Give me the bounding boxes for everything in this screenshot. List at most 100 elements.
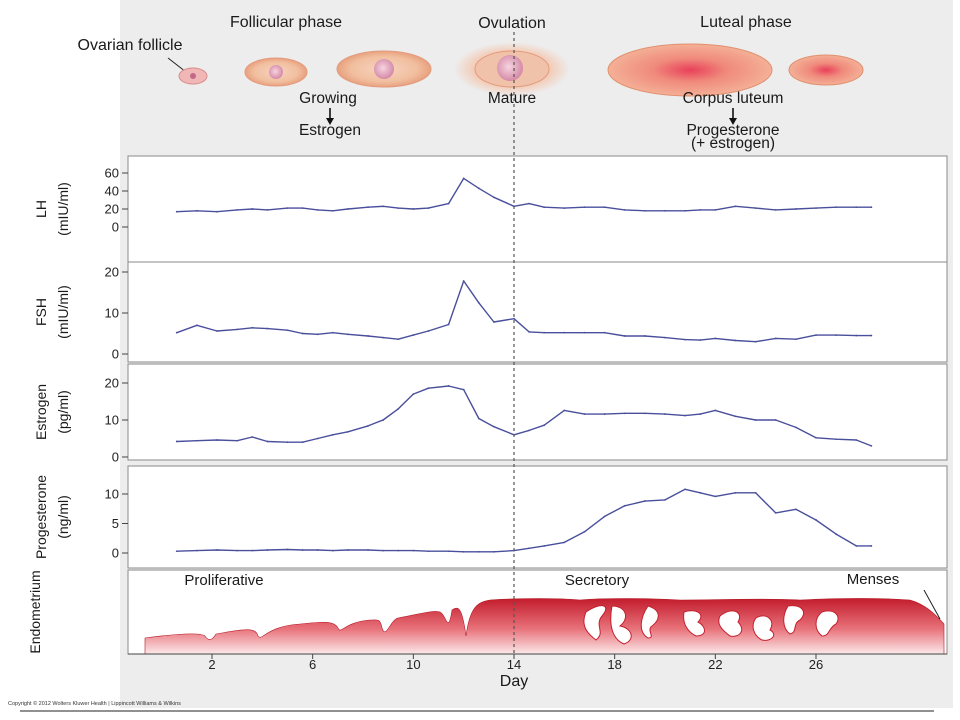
endometrium-axis-label: Endometrium [27, 570, 43, 653]
y-tick-label: 0 [112, 347, 119, 362]
y-tick-label: 5 [112, 516, 119, 531]
data-point [563, 409, 566, 412]
data-point [754, 207, 757, 210]
data-point [714, 337, 717, 340]
x-axis-title: Day [500, 673, 528, 690]
x-tick-label: 14 [507, 657, 521, 672]
hormone-charts: 0 20 40 60 LH (mIU/ml) 0 10 20 FSH (mIU/ml) 0 10 20 Es… [33, 155, 948, 569]
data-point [870, 445, 873, 447]
data-point [794, 508, 797, 511]
data-point [734, 415, 737, 418]
data-point [462, 388, 465, 391]
data-point [286, 441, 289, 444]
data-point [603, 206, 606, 209]
y-axis-unit: (mIU/ml) [55, 285, 71, 339]
data-point [427, 207, 430, 210]
data-point [196, 324, 198, 327]
data-point [528, 330, 530, 333]
data-point [367, 425, 369, 427]
follicular-phase-label: Follicular phase [230, 14, 342, 31]
menses-pointer-line [923, 589, 941, 620]
data-point [699, 491, 702, 494]
data-point [492, 550, 495, 553]
data-point [855, 206, 858, 209]
mature-label: Mature [488, 90, 536, 107]
data-point [216, 549, 218, 551]
data-point [266, 209, 269, 211]
data-point [447, 550, 450, 553]
data-point [774, 209, 777, 211]
data-point [301, 332, 304, 335]
data-point [699, 413, 702, 415]
y-axis-title: LH [33, 200, 49, 218]
data-point [815, 334, 817, 337]
data-point [216, 439, 218, 441]
y-tick-label: 10 [105, 487, 119, 502]
y-axis-unit: (pg/ml) [55, 390, 71, 434]
data-point [382, 549, 385, 552]
data-point [714, 409, 717, 412]
mature-follicle-icon [454, 42, 570, 96]
data-point [543, 206, 546, 209]
y-tick-label: 0 [112, 450, 119, 465]
data-point [815, 207, 817, 210]
y-tick-label: 20 [105, 376, 119, 391]
chart-frame [127, 465, 948, 569]
x-tick-label: 2 [208, 657, 215, 672]
data-point [175, 440, 178, 443]
data-point [754, 491, 757, 494]
data-point [699, 339, 702, 341]
data-point [774, 419, 777, 421]
data-point [815, 436, 817, 439]
data-point [774, 337, 777, 340]
luteal-phase-label: Luteal phase [700, 14, 792, 31]
data-point [664, 336, 666, 339]
data-point [347, 430, 349, 433]
data-point [316, 437, 319, 440]
data-point [236, 209, 239, 211]
data-point [623, 209, 626, 211]
series-line-lh [176, 177, 872, 213]
data-point [699, 209, 702, 211]
menses-label: Menses [847, 571, 900, 588]
data-point [477, 187, 480, 190]
growing-follicle-icon [244, 57, 308, 87]
data-point [835, 438, 838, 441]
data-point [316, 549, 319, 551]
data-point [301, 549, 304, 551]
data-point [623, 335, 626, 337]
data-point [462, 280, 465, 282]
endometrium-panel: Proliferative Secretory Menses Endometri… [27, 569, 948, 655]
data-point [397, 338, 400, 341]
data-point [754, 419, 757, 421]
growing-label: Growing [299, 90, 357, 107]
y-tick-label: 20 [105, 202, 119, 217]
plus-estrogen-label: (+ estrogen) [691, 135, 775, 152]
data-point [175, 210, 178, 213]
data-point [794, 426, 797, 429]
small-follicle-icon [178, 67, 208, 85]
data-point [427, 550, 430, 553]
data-point [347, 208, 349, 210]
chart-panel-fsh: 0 10 20 FSH (mIU/ml) [33, 261, 948, 363]
data-point [815, 519, 817, 521]
data-point [175, 550, 178, 553]
data-point [774, 511, 777, 514]
data-point [331, 433, 334, 436]
copyright-text: Copyright © 2012 Wolters Kluwer Health |… [8, 700, 181, 707]
data-point [462, 550, 465, 553]
data-point [286, 207, 289, 210]
data-point [528, 202, 530, 205]
data-point [286, 329, 289, 332]
data-point [714, 495, 717, 498]
ovarian-follicle-label: Ovarian follicle [78, 37, 183, 54]
data-point [412, 549, 415, 552]
data-point [427, 387, 430, 390]
data-point [754, 340, 757, 343]
data-point [175, 331, 178, 334]
proliferative-label: Proliferative [184, 572, 263, 589]
data-point [447, 323, 450, 326]
follicle-pointer-line [167, 57, 187, 73]
estrogen-source-label: Estrogen [299, 122, 361, 139]
data-point [528, 547, 530, 550]
